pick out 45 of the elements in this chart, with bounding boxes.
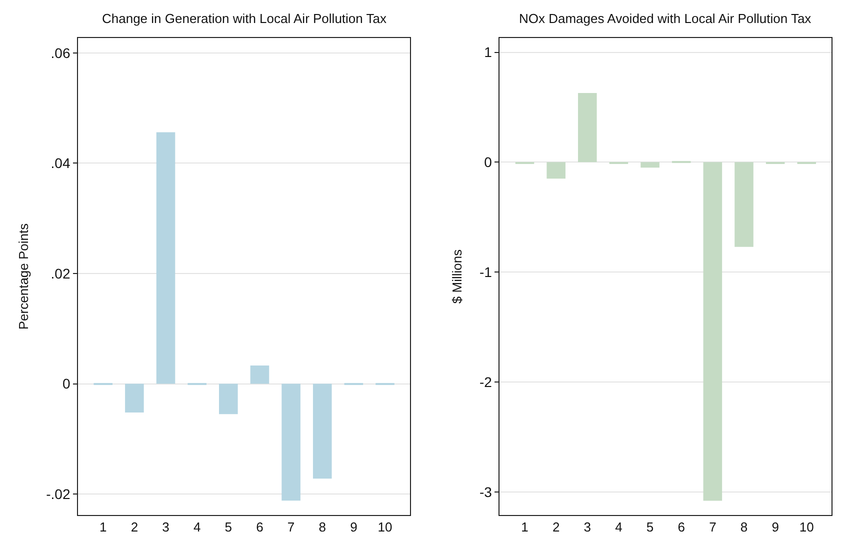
bar <box>125 384 144 412</box>
x-tick-label: 10 <box>378 520 392 535</box>
y-tick-label: 1 <box>484 44 492 60</box>
x-tick-label: 7 <box>287 520 295 535</box>
bar <box>640 162 660 168</box>
y-tick-label: .06 <box>50 44 70 61</box>
x-tick-label: 9 <box>350 520 358 535</box>
y-axis-title: $ Millions <box>449 248 464 304</box>
x-tick-label: 2 <box>130 520 138 535</box>
x-tick-label: 4 <box>615 520 622 535</box>
y-tick-label: 0 <box>484 154 492 170</box>
x-tick-label: 3 <box>162 520 170 535</box>
x-tick-label: 6 <box>256 520 264 535</box>
x-tick-label: 7 <box>709 520 716 535</box>
x-tick-label: 8 <box>740 520 748 535</box>
chart-title: NOx Damages Avoided with Local Air Pollution Tax <box>519 11 812 26</box>
bar <box>282 384 300 501</box>
chart-title: Change in Generation with Local Air Pollution Tax <box>102 11 387 26</box>
bar <box>312 384 332 479</box>
bar <box>703 162 722 501</box>
y-tick-label: -1 <box>479 264 492 280</box>
bar <box>219 384 238 414</box>
x-tick-label: 3 <box>584 520 592 535</box>
x-tick-label: 9 <box>772 520 779 535</box>
x-tick-label: 4 <box>193 520 201 535</box>
bar <box>156 132 176 384</box>
x-tick-label: 10 <box>799 520 814 535</box>
y-tick-label: .04 <box>50 155 70 172</box>
bar <box>578 92 597 162</box>
y-axis-title: Percentage Points <box>16 222 32 330</box>
x-tick-label: 6 <box>678 520 685 535</box>
y-tick-label: .02 <box>50 265 70 282</box>
bar <box>734 162 754 247</box>
x-tick-label: 8 <box>318 520 326 535</box>
x-tick-label: 5 <box>646 520 654 535</box>
x-tick-label: 5 <box>224 520 232 535</box>
y-tick-label: 0 <box>62 376 70 392</box>
x-tick-label: 1 <box>100 520 107 535</box>
x-tick-label: 2 <box>552 520 560 535</box>
bar <box>546 162 566 179</box>
x-tick-label: 1 <box>521 520 528 535</box>
bar <box>250 366 270 384</box>
y-tick-label: -2 <box>479 374 492 390</box>
y-tick-label: -.02 <box>46 486 70 502</box>
y-tick-label: -3 <box>479 484 492 500</box>
